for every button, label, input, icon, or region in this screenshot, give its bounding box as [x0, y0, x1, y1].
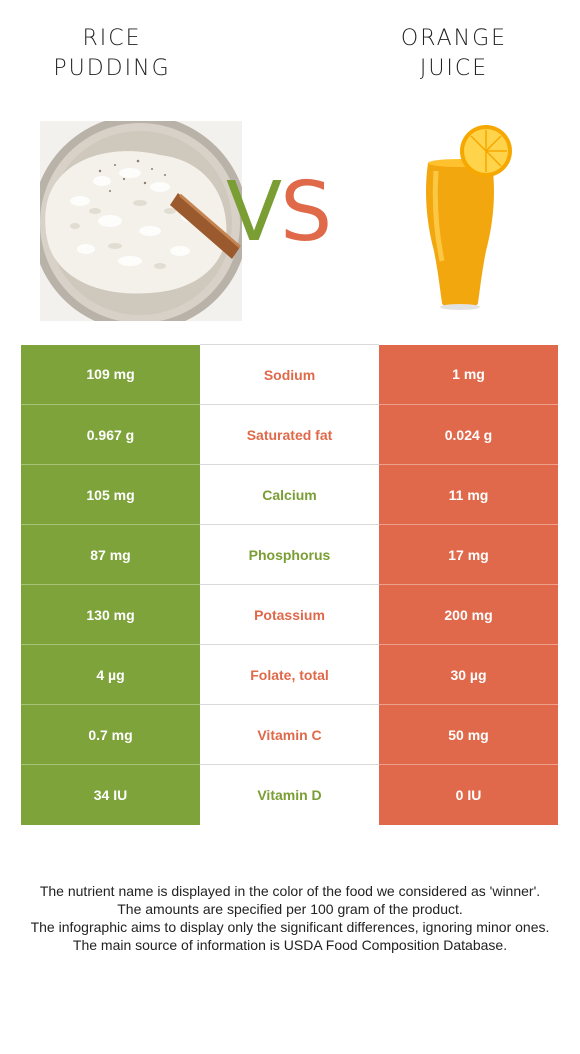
footnote-line4: The main source of information is USDA F… — [72, 937, 508, 953]
left-value-cell: 0.967 g — [21, 404, 200, 465]
left-value-cell: 87 mg — [21, 524, 200, 585]
left-value-cell: 34 IU — [21, 764, 200, 825]
nutrient-name-cell: Vitamin C — [200, 704, 379, 765]
orange-juice-image — [400, 121, 520, 321]
comparison-row: 4 µg Folate, total 30 µg — [21, 644, 558, 705]
comparison-row: 0.967 g Saturated fat 0.024 g — [21, 404, 558, 465]
right-value-cell: 30 µg — [379, 644, 558, 705]
left-food-title-line1: RICE — [82, 26, 142, 51]
orange-juice-illustration — [426, 125, 512, 310]
left-food-title-line2: PUDDING — [53, 56, 171, 81]
footnote-line3: The infographic aims to display only the… — [30, 919, 550, 935]
versus-s: S — [280, 165, 332, 260]
nutrient-name-cell: Calcium — [200, 464, 379, 525]
footnote-line2: The amounts are specified per 100 gram o… — [117, 901, 463, 917]
left-value-cell: 130 mg — [21, 584, 200, 645]
right-value-cell: 0.024 g — [379, 404, 558, 465]
left-food-title: RICE PUDDING — [2, 24, 222, 84]
right-value-cell: 11 mg — [379, 464, 558, 525]
comparison-row: 87 mg Phosphorus 17 mg — [21, 524, 558, 585]
right-food-title-line2: JUICE — [419, 56, 489, 81]
right-value-cell: 50 mg — [379, 704, 558, 765]
right-food-title: ORANGE JUICE — [344, 24, 564, 84]
left-value-cell: 105 mg — [21, 464, 200, 525]
comparison-row: 130 mg Potassium 200 mg — [21, 584, 558, 645]
nutrient-name-cell: Phosphorus — [200, 524, 379, 585]
right-value-cell: 0 IU — [379, 764, 558, 825]
comparison-row: 109 mg Sodium 1 mg — [21, 344, 558, 405]
footnote-line1: The nutrient name is displayed in the co… — [39, 883, 541, 899]
left-value-cell: 109 mg — [21, 344, 200, 405]
versus-label: VS — [226, 168, 356, 258]
rice-pudding-illustration — [40, 121, 242, 321]
nutrient-name-cell: Vitamin D — [200, 764, 379, 825]
comparison-row: 105 mg Calcium 11 mg — [21, 464, 558, 525]
right-food-title-line1: ORANGE — [400, 26, 508, 51]
comparison-row: 0.7 mg Vitamin C 50 mg — [21, 704, 558, 765]
left-value-cell: 4 µg — [21, 644, 200, 705]
nutrient-name-cell: Sodium — [200, 344, 379, 405]
left-value-cell: 0.7 mg — [21, 704, 200, 765]
nutrient-name-cell: Potassium — [200, 584, 379, 645]
footnote: The nutrient name is displayed in the co… — [18, 882, 562, 954]
versus-v: V — [226, 165, 282, 260]
right-value-cell: 200 mg — [379, 584, 558, 645]
nutrient-comparison-table: 109 mg Sodium 1 mg 0.967 g Saturated fat 0.02… — [21, 344, 558, 825]
right-value-cell: 1 mg — [379, 344, 558, 405]
comparison-rows: 109 mg Sodium 1 mg 0.967 g Saturated fat 0.02… — [21, 344, 558, 825]
nutrient-name-cell: Saturated fat — [200, 404, 379, 465]
rice-pudding-image — [40, 121, 242, 321]
nutrient-name-cell: Folate, total — [200, 644, 379, 705]
right-value-cell: 17 mg — [379, 524, 558, 585]
